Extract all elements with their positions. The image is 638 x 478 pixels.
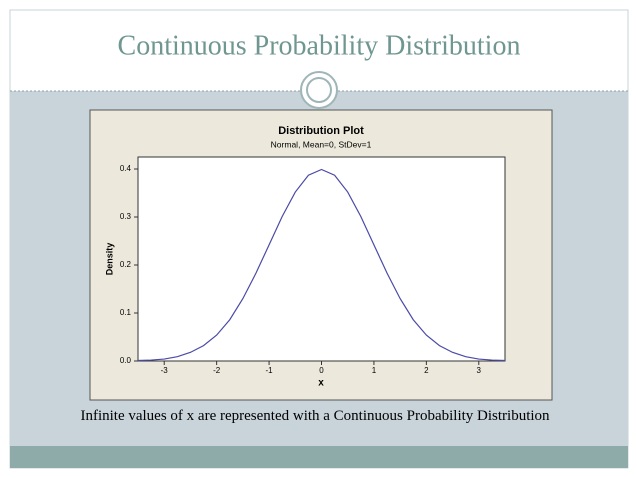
density-line [137, 168, 506, 362]
y-tick-label: 0.0 [120, 356, 132, 365]
x-tick-label: 0 [319, 366, 324, 375]
chart-title: Distribution Plot [278, 125, 364, 137]
y-tick-label: 0.3 [120, 212, 132, 221]
x-tick-label: -1 [266, 366, 274, 375]
footer-band [10, 446, 628, 468]
plot-area [137, 156, 506, 362]
caption: Infinite values of x are represented wit… [80, 408, 550, 424]
x-tick-label: -3 [161, 366, 169, 375]
y-tick-label: 0.1 [120, 308, 132, 317]
y-tick-label: 0.2 [120, 260, 132, 269]
x-tick-label: -2 [213, 366, 221, 375]
slide-title: Continuous Probability Distribution [118, 30, 521, 61]
chart-subtitle: Normal, Mean=0, StDev=1 [271, 139, 372, 149]
x-tick-label: 3 [477, 366, 482, 375]
ornament [306, 77, 332, 103]
y-axis-label: Density [104, 243, 114, 276]
x-tick-label: 1 [372, 366, 377, 375]
x-axis-label: x [318, 378, 324, 389]
y-tick-label: 0.4 [120, 164, 132, 173]
x-tick-label: 2 [424, 366, 429, 375]
